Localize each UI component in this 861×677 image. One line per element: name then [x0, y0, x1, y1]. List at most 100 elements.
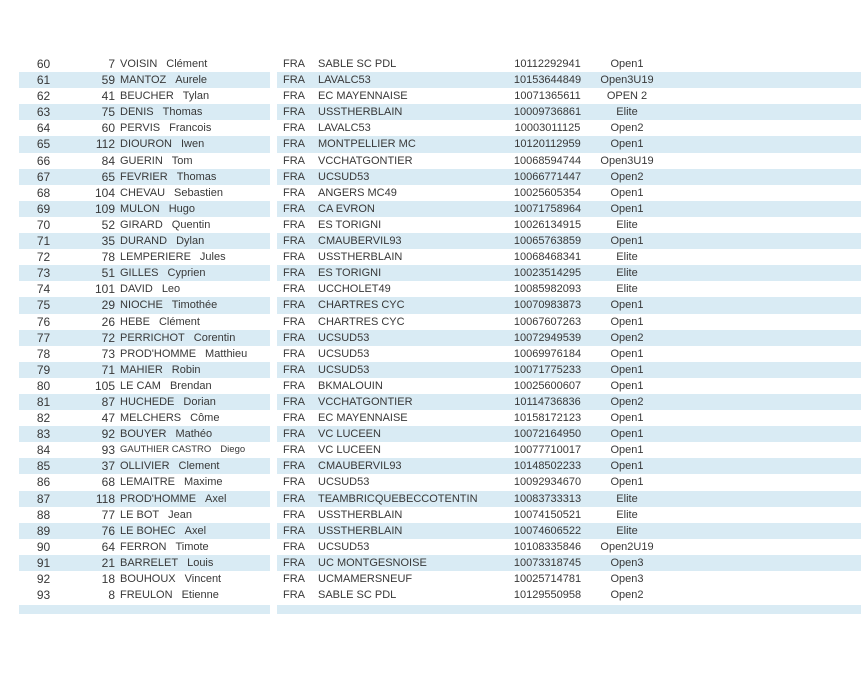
table-row: 89 76 LE BOHEC Axel FRA USSTHERBLAIN 1007…	[0, 522, 861, 539]
category-cell: Open1	[610, 476, 644, 489]
country-cell: FRA	[283, 122, 305, 135]
bib-cell: 35	[101, 234, 115, 249]
bib-cell: 47	[101, 411, 115, 426]
club-cell: ES TORIGNI	[318, 267, 382, 280]
rider-first-name: Diego	[220, 444, 246, 456]
rider-first-name: Vincent	[184, 573, 222, 585]
club-cell: LAVALC53	[318, 74, 371, 87]
country-cell: FRA	[283, 573, 305, 585]
license-cell: 10072164950	[513, 428, 582, 441]
club-cell: SABLE SC PDL	[318, 58, 397, 70]
bib-cell: 29	[101, 298, 115, 313]
club-cell: CMAUBERVIL93	[318, 460, 402, 473]
license-cell: 10120112959	[514, 138, 581, 151]
country-cell: FRA	[283, 524, 305, 537]
rider-name: HUCHEDE Dorian	[120, 394, 216, 410]
rider-name: LEMPERIERE Jules	[120, 249, 226, 265]
rider-last-name: GILLES	[120, 267, 159, 280]
row-stripe-left	[19, 605, 270, 615]
rider-first-name: Aurele	[175, 74, 208, 87]
category-cell: Open1	[610, 428, 644, 441]
rider-name: BEUCHER Tylan	[120, 88, 209, 104]
rider-last-name: NIOCHE	[120, 299, 163, 312]
rank-cell: 60	[36, 57, 51, 71]
table-row: 70 52 GIRARD Quentin FRA ES TORIGNI 10026…	[0, 217, 861, 233]
bib-cell: 84	[101, 153, 115, 168]
bib-cell: 109	[94, 201, 115, 216]
category-cell: Open3	[610, 573, 644, 585]
table-row: 86 68 LEMAITRE Maxime FRA UCSUD53 1009293…	[0, 474, 861, 490]
bib-cell: 68	[101, 475, 115, 490]
rider-name: OLLIVIER Clement	[120, 458, 220, 474]
rider-first-name: Thomas	[176, 170, 217, 183]
rider-name: GILLES Cyprien	[120, 265, 205, 281]
row-stripe-right	[277, 265, 861, 282]
row-stripe-left	[19, 104, 270, 121]
license-cell: 10068468341	[513, 251, 582, 264]
club-cell: BKMALOUIN	[318, 379, 383, 392]
category-cell: Open2	[610, 395, 644, 408]
rider-last-name: MELCHERS	[120, 412, 182, 425]
bib-cell: 104	[94, 185, 115, 200]
table-row: 90 64 FERRON Timote FRA UCSUD53 101083358…	[0, 539, 861, 555]
club-cell: VCCHATGONTIER	[318, 154, 413, 167]
bib-cell: 59	[101, 73, 115, 88]
rider-first-name: Timothée	[171, 299, 218, 312]
license-cell: 10072949539	[513, 331, 582, 344]
row-stripe-right	[277, 200, 861, 217]
table-row: 67 65 FEVRIER Thomas FRA UCSUD53 10066771…	[0, 168, 861, 185]
rider-last-name: VOISIN	[120, 58, 158, 70]
table-row: 61 59 MANTOZ Aurele FRA LAVALC53 10153644…	[0, 72, 861, 89]
rank-cell: 67	[36, 169, 51, 184]
rider-name: BOUHOUX Vincent	[120, 571, 221, 587]
club-cell: EC MAYENNAISE	[318, 90, 408, 103]
row-stripe-right	[277, 554, 861, 571]
bib-cell: 21	[101, 555, 115, 570]
category-cell: Open1	[610, 235, 644, 248]
rider-first-name: Corentin	[193, 331, 236, 344]
table-row: 85 37 OLLIVIER Clement FRA CMAUBERVIL93 1…	[0, 458, 861, 475]
rank-cell: 77	[36, 330, 51, 345]
rank-cell: 71	[36, 234, 51, 249]
rider-first-name: Jean	[168, 508, 192, 521]
license-cell: 10070983873	[513, 299, 582, 312]
rider-name: VOISIN Clément	[120, 56, 207, 72]
country-cell: FRA	[283, 476, 305, 489]
table-row: 72 78 LEMPERIERE Jules FRA USSTHERBLAIN 1…	[0, 249, 861, 265]
table-row: 81 87 HUCHEDE Dorian FRA VCCHATGONTIER 10…	[0, 393, 861, 411]
club-cell: USSTHERBLAIN	[318, 251, 403, 264]
license-cell: 10114736836	[514, 395, 581, 408]
club-cell: UC MONTGESNOISE	[318, 556, 427, 569]
rider-name: DURAND Dylan	[120, 233, 204, 249]
rank-cell: 79	[36, 362, 51, 377]
rider-last-name: MULON	[120, 202, 160, 215]
category-cell: Open2	[610, 170, 644, 183]
category-cell: Open1	[610, 444, 644, 457]
rider-last-name: BEUCHER	[120, 90, 174, 103]
rider-last-name: GIRARD	[120, 218, 163, 231]
bib-cell: 41	[101, 89, 115, 104]
license-cell: 10069976184	[513, 347, 582, 360]
rider-first-name: Matthieu	[205, 347, 248, 360]
rider-last-name: PERVIS	[120, 122, 161, 135]
country-cell: FRA	[283, 186, 305, 199]
rider-first-name: Etienne	[181, 589, 219, 602]
row-stripe-left	[19, 200, 270, 217]
row-stripe-right	[277, 605, 861, 615]
country-cell: FRA	[283, 444, 305, 457]
rank-cell: 92	[36, 572, 51, 586]
rank-cell: 62	[36, 89, 51, 104]
row-stripe-right	[277, 458, 861, 475]
rider-first-name: Dorian	[183, 395, 216, 408]
license-cell: 10003011125	[514, 122, 581, 135]
license-cell: 10083733313	[513, 492, 582, 505]
rider-name: LE BOT Jean	[120, 507, 192, 523]
rider-last-name: LE BOT	[120, 508, 160, 521]
start-list: 60 7 VOISIN Clément FRA SABLE SC PDL 1011…	[0, 56, 861, 615]
rider-first-name: Clément	[158, 315, 200, 328]
table-row: 79 71 MAHIER Robin FRA UCSUD53 1007177523…	[0, 361, 861, 378]
rider-name: LEMAITRE Maxime	[120, 474, 223, 490]
rider-name: DAVID Leo	[120, 281, 180, 297]
category-cell: Open1	[610, 315, 644, 328]
